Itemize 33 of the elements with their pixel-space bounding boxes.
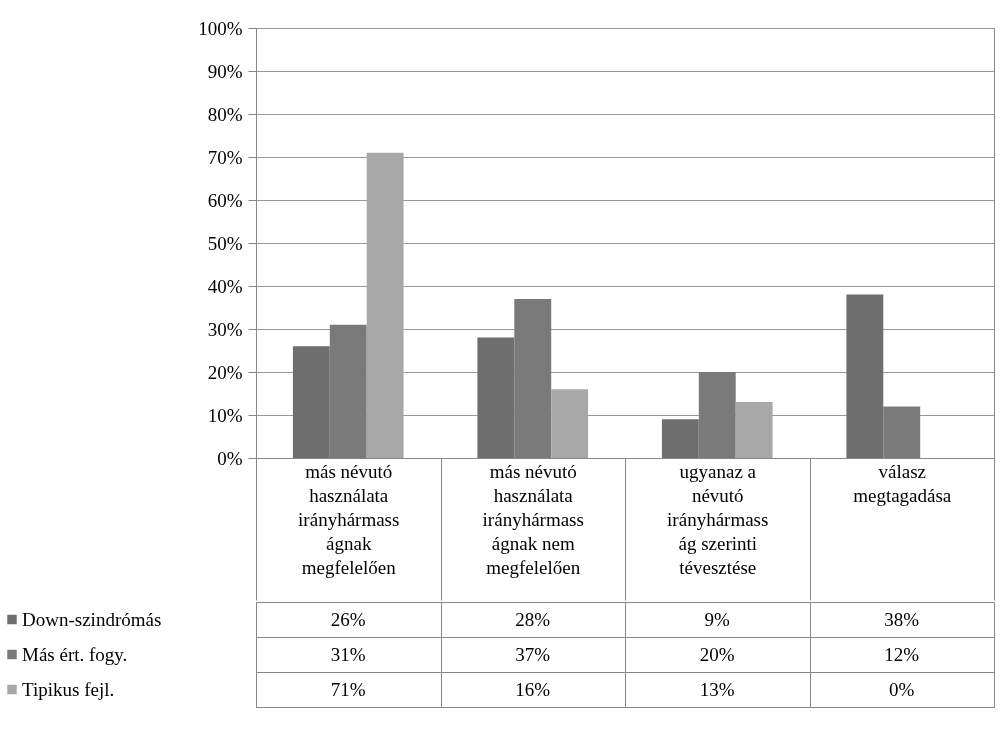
- y-tick-label: 40%: [207, 275, 243, 297]
- y-tick-label: 80%: [207, 103, 243, 125]
- y-tick-label: 50%: [207, 232, 243, 254]
- x-tick-label: ugyanaz a névutó irányhármasság szerinti tévesztése: [667, 460, 769, 578]
- bar: [366, 152, 404, 458]
- y-tick-label: 20%: [207, 361, 243, 383]
- data-label: 28%: [515, 608, 551, 630]
- data-label: 13%: [699, 678, 735, 700]
- data-label: 26%: [330, 608, 366, 630]
- legend-label: Tipikus fejl.: [22, 678, 115, 700]
- bar: [551, 389, 589, 458]
- legend-label: Más ért. fogy.: [22, 643, 128, 665]
- data-label: 31%: [330, 643, 366, 665]
- y-tick-label: 70%: [207, 146, 243, 168]
- data-label: 12%: [884, 643, 920, 665]
- y-tick-label: 60%: [207, 189, 243, 211]
- legend-label: Down-szindrómás: [22, 608, 162, 630]
- data-label: 0%: [889, 678, 915, 700]
- data-label: 37%: [515, 643, 551, 665]
- bar: [735, 402, 773, 458]
- y-tick-label: 10%: [207, 404, 243, 426]
- y-tick-label: 0%: [217, 447, 243, 469]
- x-tick-label: más névutó használata irányhármasságnak megfelelően: [298, 460, 400, 578]
- y-tick-label: 100%: [198, 17, 243, 39]
- data-label: 9%: [704, 608, 731, 630]
- y-tick-label: 90%: [207, 60, 243, 82]
- x-tick-label: más névutó használata irányhármasságnak nem megfelelően: [482, 460, 584, 578]
- data-label: 38%: [884, 608, 920, 630]
- data-label: 16%: [515, 678, 551, 700]
- y-tick-label: 30%: [207, 318, 243, 340]
- data-label: 20%: [699, 643, 735, 665]
- data-label: 71%: [330, 678, 366, 700]
- x-tick-label: válasz megtagadása: [853, 460, 952, 506]
